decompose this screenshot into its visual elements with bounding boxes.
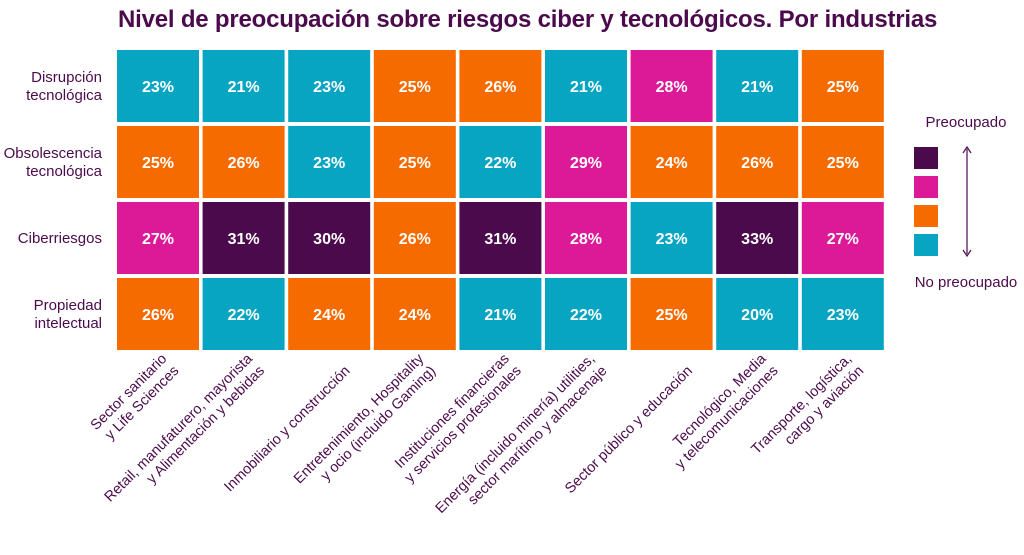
- heatmap-cell: [630, 202, 713, 274]
- cell-value-label: 21%: [228, 79, 260, 96]
- legend-top-label: Preocupado: [926, 114, 1007, 131]
- row-label: Ciberriesgos: [18, 230, 102, 247]
- cell-value-label: 26%: [399, 231, 431, 248]
- cell-value-label: 31%: [484, 231, 516, 248]
- row-labels: Disrupción tecnológica Obsolescencia tecnol…: [4, 69, 103, 332]
- legend: Preocupado No preocupado: [914, 114, 1017, 291]
- row-label: Obsolescencia tecnológica: [4, 145, 103, 180]
- cell-value-label: 26%: [484, 79, 516, 96]
- heatmap-cell: [373, 278, 456, 350]
- legend-swatch: [914, 176, 938, 198]
- cell-value-label: 23%: [827, 307, 859, 324]
- cell-value-label: 22%: [484, 155, 516, 172]
- cell-value-label: 23%: [313, 155, 345, 172]
- column-label: Energía (incluido minería) utilities,sec…: [433, 351, 611, 517]
- heatmap-cell: [202, 126, 285, 198]
- heatmap-cells: 23% 21% 23% 25% 26% 21% 28% 21% 25% 25% 26% 23% 25% 2…: [117, 50, 884, 350]
- heatmap-cell: [288, 50, 371, 122]
- row-label: Disrupción tecnológica: [26, 69, 103, 104]
- heatmap-cell: [459, 202, 542, 274]
- heatmap-cell: [801, 202, 884, 274]
- cell-value-label: 21%: [484, 307, 516, 324]
- chart-title: Nivel de preocupación sobre riesgos cibe…: [118, 6, 938, 33]
- arrow-down-icon: [962, 249, 972, 258]
- heatmap-cell: [117, 50, 199, 122]
- cell-value-label: 28%: [656, 79, 688, 96]
- heatmap-cell: [202, 50, 285, 122]
- heatmap-cell: [716, 126, 799, 198]
- cell-value-label: 21%: [741, 79, 773, 96]
- cell-value-label: 23%: [142, 79, 174, 96]
- arrow-up-icon: [962, 145, 972, 154]
- cell-value-label: 22%: [570, 307, 602, 324]
- heatmap-cell: [716, 278, 799, 350]
- cell-value-label: 25%: [399, 155, 431, 172]
- cell-value-label: 30%: [313, 231, 345, 248]
- cell-value-label: 31%: [228, 231, 260, 248]
- heatmap-cell: [117, 202, 199, 274]
- heatmap-cell: [545, 202, 627, 274]
- heatmap-cell: [202, 278, 285, 350]
- heatmap-cell: [288, 202, 371, 274]
- heatmap-cell: [801, 50, 884, 122]
- heatmap-cell: [545, 50, 627, 122]
- cell-value-label: 28%: [570, 231, 602, 248]
- cell-value-label: 27%: [142, 231, 174, 248]
- heatmap-cell: [288, 126, 371, 198]
- heatmap-cell: [117, 278, 199, 350]
- heatmap-cell: [288, 278, 371, 350]
- heatmap-cell: [373, 50, 456, 122]
- cell-value-label: 23%: [656, 231, 688, 248]
- heatmap-cell: [716, 202, 799, 274]
- heatmap-cell: [545, 278, 627, 350]
- cell-value-label: 25%: [142, 155, 174, 172]
- heatmap-cell: [373, 202, 456, 274]
- legend-swatch: [914, 147, 938, 169]
- cell-value-label: 24%: [399, 307, 431, 324]
- cell-value-label: 22%: [228, 307, 260, 324]
- heatmap-cell: [459, 278, 542, 350]
- legend-swatch: [914, 205, 938, 227]
- cell-value-label: 20%: [741, 307, 773, 324]
- cell-value-label: 26%: [142, 307, 174, 324]
- legend-bottom-label: No preocupado: [915, 274, 1018, 291]
- cell-value-label: 24%: [313, 307, 345, 324]
- cell-value-label: 25%: [656, 307, 688, 324]
- cell-value-label: 29%: [570, 155, 602, 172]
- legend-swatch: [914, 234, 938, 256]
- cell-value-label: 23%: [313, 79, 345, 96]
- heatmap-cell: [716, 50, 799, 122]
- cell-value-label: 27%: [827, 231, 859, 248]
- heatmap-cell: [459, 126, 542, 198]
- cell-value-label: 24%: [656, 155, 688, 172]
- heatmap-cell: [202, 202, 285, 274]
- heatmap-cell: [373, 126, 456, 198]
- cell-value-label: 33%: [741, 231, 773, 248]
- row-label: Propiedad intelectual: [34, 297, 102, 332]
- cell-value-label: 25%: [827, 79, 859, 96]
- cell-value-label: 25%: [399, 79, 431, 96]
- cell-value-label: 21%: [570, 79, 602, 96]
- heatmap-cell: [117, 126, 199, 198]
- heatmap-cell: [630, 50, 713, 122]
- heatmap-cell: [801, 278, 884, 350]
- heatmap-cell: [801, 126, 884, 198]
- cell-value-label: 25%: [827, 155, 859, 172]
- cell-value-label: 26%: [741, 155, 773, 172]
- heatmap-cell: [545, 126, 627, 198]
- heatmap-cell: [630, 278, 713, 350]
- heatmap-cell: [630, 126, 713, 198]
- cell-value-label: 26%: [228, 155, 260, 172]
- heatmap-cell: [459, 50, 542, 122]
